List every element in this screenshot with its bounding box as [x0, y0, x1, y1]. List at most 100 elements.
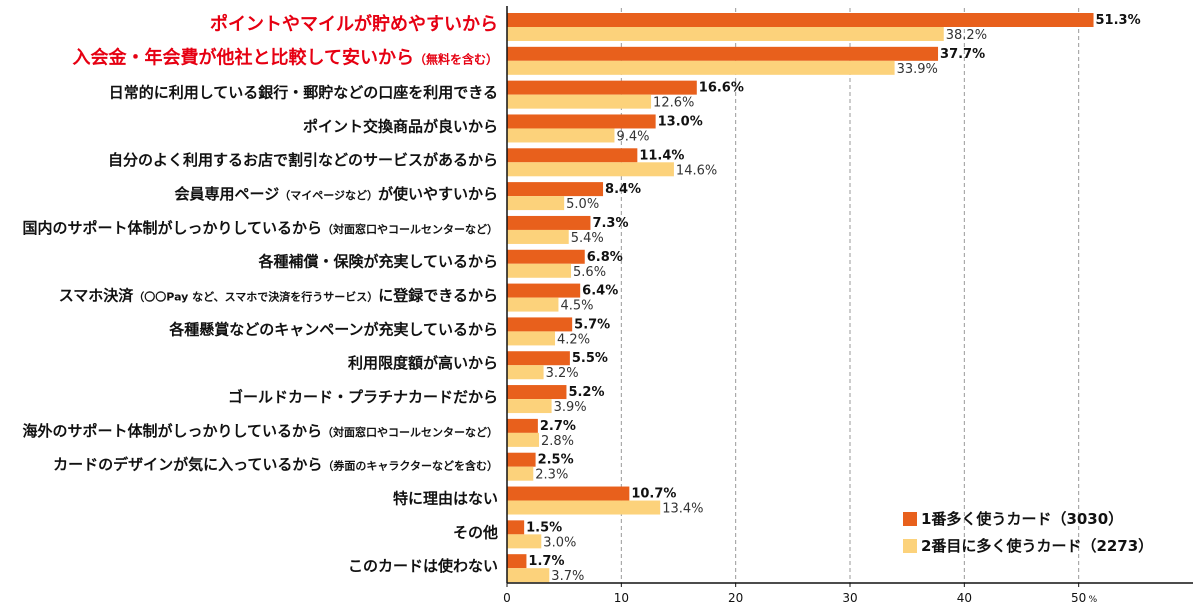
category-label-note: （〇〇Pay など、スマホで決済を行うサービス）	[133, 290, 378, 304]
category-label: その他	[453, 523, 498, 541]
value-label-series1: 2.7%	[540, 419, 576, 434]
bar-series2	[507, 162, 674, 177]
category-label: ポイントやマイルが貯めやすいから	[210, 13, 498, 35]
category-label-main: スマホ決済	[59, 287, 135, 305]
category-label: 海外のサポート体制がしっかりしているから（対面窓口やコールセンターなど）	[22, 422, 498, 440]
category-label-main: ポイント交換商品が良いから	[303, 117, 498, 135]
category-label-main: カードのデザインが気に入っているから	[53, 456, 322, 474]
category-label-main: 入会金・年会費が他社と比較して安いから	[73, 47, 414, 69]
value-label-series2: 5.4%	[571, 231, 604, 246]
value-label-series2: 9.4%	[616, 129, 649, 144]
bar-series2	[507, 399, 552, 414]
value-label-series2: 3.9%	[554, 400, 587, 415]
value-label-series2: 13.4%	[662, 502, 703, 517]
bar-series2	[507, 365, 544, 380]
category-label-main: 海外のサポート体制がしっかりしているから	[22, 422, 322, 440]
bar-series1	[507, 148, 638, 163]
bar-series2	[507, 60, 895, 75]
value-label-series2: 2.3%	[535, 468, 568, 483]
x-axis: 0 10 20 30 40 50%	[503, 6, 1193, 605]
bar-series1	[507, 520, 525, 535]
category-label-main: 特に理由はない	[393, 489, 498, 507]
value-label-series1: 2.5%	[538, 453, 574, 468]
value-label-series2: 33.9%	[897, 62, 938, 77]
category-label: 各種懸賞などのキャンペーンが充実しているから	[168, 320, 498, 338]
category-label: 特に理由はない	[393, 489, 498, 507]
bar-series1	[507, 317, 573, 332]
category-label: 入会金・年会費が他社と比較して安いから（無料を含む）	[73, 47, 498, 69]
value-label-series1: 51.3%	[1096, 13, 1141, 28]
bar-series2	[507, 229, 569, 244]
category-labels: ポイントやマイルが貯めやすいから入会金・年会費が他社と比較して安いから（無料を含…	[22, 13, 498, 575]
value-label-series1: 6.4%	[582, 284, 618, 299]
value-label-series1: 13.0%	[658, 114, 703, 129]
bar-series1	[507, 452, 536, 467]
bar-series1	[507, 182, 604, 197]
bar-series2	[507, 297, 559, 312]
bar-series1	[507, 46, 939, 61]
x-tick-label: 50	[1071, 591, 1086, 605]
bar-series2	[507, 466, 534, 481]
bar-series1	[507, 13, 1094, 27]
category-label-tail: に登録できるから	[378, 287, 498, 305]
category-label-note: （対面窓口やコールセンターなど）	[322, 425, 498, 439]
x-tick-label: 10	[614, 591, 629, 605]
value-label-series2: 3.2%	[546, 366, 579, 381]
category-label: 会員専用ページ（マイページなど）が使いやすいから	[175, 185, 499, 203]
bars	[507, 13, 1094, 583]
legend: 1番多く使うカード（3030） 2番目に多く使うカード（2273）	[903, 510, 1153, 555]
category-label-main: 自分のよく利用するお店で割引などのサービスがあるから	[108, 151, 498, 169]
category-label-main: 各種補償・保険が充実しているから	[257, 253, 498, 271]
value-label-series1: 16.6%	[699, 81, 744, 96]
value-label-series1: 37.7%	[940, 47, 985, 62]
value-label-series2: 5.6%	[573, 265, 606, 280]
bar-series1	[507, 385, 567, 400]
value-label-series1: 5.5%	[572, 351, 608, 366]
x-tick-label: 40	[957, 591, 972, 605]
value-label-series1: 7.3%	[592, 216, 628, 231]
bar-series1	[507, 80, 697, 95]
category-label-main: その他	[453, 523, 498, 541]
category-label: カードのデザインが気に入っているから（券面のキャラクターなどを含む）	[53, 456, 498, 474]
category-label-note: （マイページなど）	[279, 189, 378, 202]
category-label: 日常的に利用している銀行・郵貯などの口座を利用できる	[109, 84, 498, 102]
bar-series2	[507, 534, 542, 549]
bar-series1	[507, 418, 538, 433]
category-label: 国内のサポート体制がしっかりしているから（対面窓口やコールセンターなど）	[22, 219, 498, 237]
value-label-series2: 3.7%	[551, 569, 584, 584]
legend-label: 1番多く使うカード（3030）	[921, 510, 1123, 528]
value-label-series2: 4.5%	[560, 299, 593, 314]
category-label: ゴールドカード・プラチナカードだから	[228, 388, 498, 406]
category-label-main: 日常的に利用している銀行・郵貯などの口座を利用できる	[109, 84, 498, 102]
value-label-series1: 1.7%	[528, 554, 564, 569]
bar-series2	[507, 27, 944, 41]
value-label-series2: 2.8%	[541, 434, 574, 449]
category-label: 自分のよく利用するお店で割引などのサービスがあるから	[108, 151, 498, 169]
value-label-series1: 6.8%	[587, 250, 623, 265]
value-label-series1: 8.4%	[605, 182, 641, 197]
value-label-series2: 38.2%	[946, 28, 987, 43]
legend-swatch	[903, 512, 917, 526]
category-label-note: （対面窓口やコールセンターなど）	[322, 222, 498, 236]
value-label-series2: 3.0%	[543, 535, 576, 550]
x-unit-label: %	[1089, 595, 1098, 605]
bar-series1	[507, 554, 527, 569]
bar-series2	[507, 94, 652, 109]
value-label-series1: 11.4%	[639, 148, 684, 163]
legend-swatch	[903, 539, 917, 553]
bar-series2	[507, 331, 556, 346]
value-label-series2: 5.0%	[566, 197, 599, 212]
bar-series2	[507, 432, 540, 447]
category-label-note: （無料を含む）	[414, 52, 498, 67]
category-label-main: ゴールドカード・プラチナカードだから	[228, 388, 498, 406]
value-labels: 51.3% 38.2% 37.7%33.9% 16.6% 12.6% 13.0% 9.4% 1…	[526, 13, 1140, 584]
category-label-main: 各種懸賞などのキャンペーンが充実しているから	[168, 320, 498, 338]
x-tick-label: 0	[503, 591, 511, 605]
bar-series2	[507, 196, 565, 211]
category-label-main: 国内のサポート体制がしっかりしているから	[22, 219, 322, 237]
value-label-series1: 1.5%	[526, 520, 562, 535]
x-tick-label: 20	[728, 591, 743, 605]
bar-series1	[507, 351, 570, 366]
bar-series2	[507, 263, 572, 278]
